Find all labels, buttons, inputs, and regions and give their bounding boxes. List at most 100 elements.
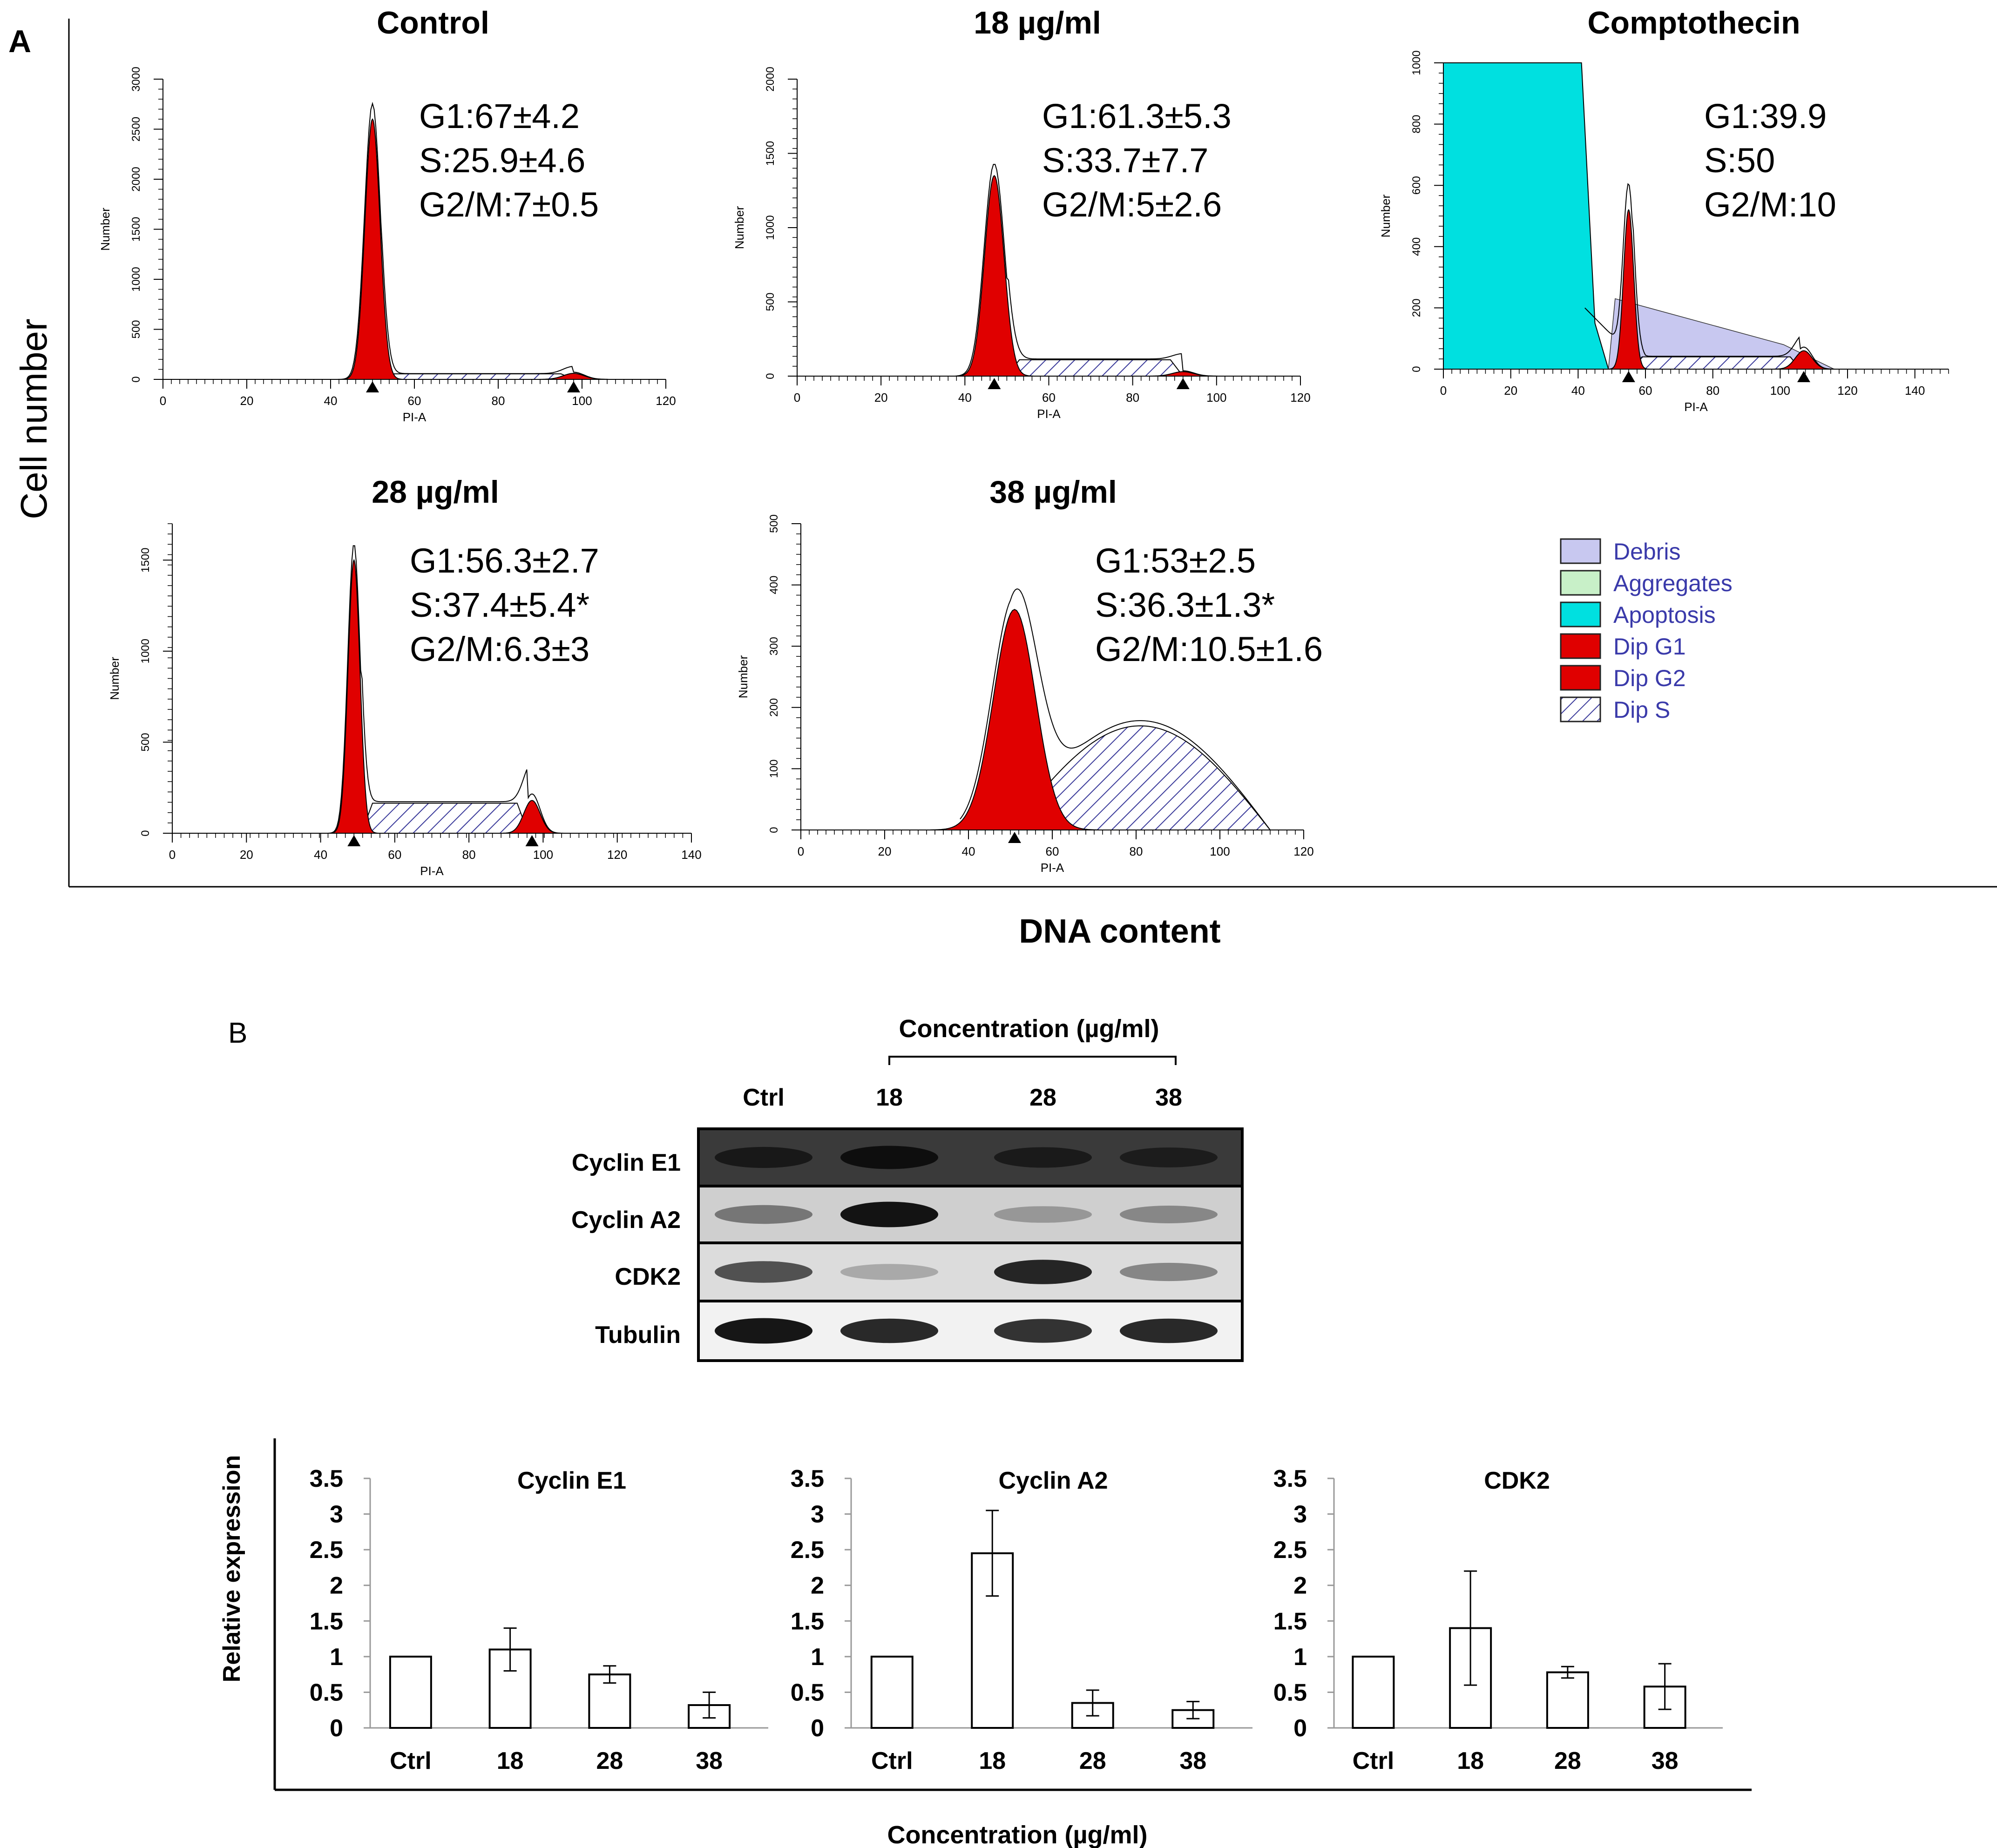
bar-y-tick-label: 3.5 [791, 1465, 824, 1492]
bar-y-tick-label: 3 [1293, 1501, 1307, 1528]
x-tick-label: 40 [958, 391, 972, 405]
bar-category-label: 18 [979, 1747, 1006, 1774]
s-phase-area [360, 803, 529, 834]
bar-category-label: 38 [1652, 1747, 1679, 1774]
bar-ctrl [389, 1655, 432, 1729]
legend-label-apoptosis: Apoptosis [1613, 602, 1716, 628]
x-tick-label: 20 [240, 394, 254, 408]
x-tick-label: 80 [492, 394, 505, 408]
s-phase-area [1006, 359, 1184, 377]
bar-y-tick-label: 0 [1293, 1715, 1307, 1742]
y-tick-label: 0 [130, 376, 142, 382]
bar-y-tick-label: 0.5 [310, 1679, 343, 1706]
bar-category-label: Ctrl [1353, 1747, 1395, 1774]
legend-label-debris: Debris [1613, 539, 1680, 565]
lane-label-28: 28 [1029, 1084, 1056, 1111]
x-tick-label: 80 [1130, 844, 1143, 858]
bar-category-label: 28 [596, 1747, 623, 1774]
raw-outline [1584, 183, 1837, 370]
x-axis-label: PI-A [420, 864, 444, 878]
y-axis-label: Number [736, 655, 750, 698]
y-tick-label: 200 [768, 698, 780, 717]
x-tick-label: 80 [1706, 384, 1719, 398]
blot-band [994, 1319, 1092, 1343]
blot-band [1120, 1262, 1218, 1281]
histogram-comptothecin: 0 20 40 60 80 100 120 140 0 200 400 600 800 1000 PI-A N… [1379, 5, 1949, 414]
x-tick-label: 20 [1504, 384, 1517, 398]
raw-outline [960, 588, 1277, 830]
histogram-title: 38 µg/ml [989, 474, 1117, 510]
raw-outline [313, 545, 569, 834]
x-tick-label: 100 [572, 394, 592, 408]
bar-xlabel: Concentration (µg/ml) [887, 1821, 1147, 1848]
x-tick-label: 60 [1639, 384, 1652, 398]
blot-header: Concentration (µg/ml) [899, 1015, 1159, 1043]
blot-band [840, 1201, 938, 1228]
bar-category-label: Ctrl [871, 1747, 913, 1774]
phase-annotation: G2/M:10.5±1.6 [1095, 630, 1323, 668]
legend-label-aggregates: Aggregates [1613, 570, 1733, 596]
row-label-cdk2: CDK2 [615, 1263, 681, 1290]
x-tick-label: 80 [1126, 391, 1139, 405]
y-tick-label: 800 [1410, 115, 1423, 134]
x-tick-label: 40 [314, 848, 327, 862]
bar-y-tick-label: 1.5 [1273, 1608, 1307, 1635]
g1-peak [1608, 209, 1650, 370]
y-tick-label: 500 [130, 320, 142, 338]
x-tick-label: 40 [962, 844, 975, 858]
x-tick-label: 60 [1042, 391, 1056, 405]
x-tick-label: 0 [798, 844, 804, 858]
histogram-title: 28 µg/ml [372, 474, 499, 510]
phase-annotation: G1:53±2.5 [1095, 541, 1256, 580]
bar-title: Cyclin E1 [517, 1467, 626, 1494]
y-axis-label: Number [732, 206, 746, 249]
lane-label-18: 18 [876, 1084, 903, 1111]
raw-outline [956, 164, 1224, 377]
x-tick-label: 100 [1770, 384, 1790, 398]
histogram-title: Control [377, 5, 489, 40]
bar-y-tick-label: 3.5 [310, 1465, 343, 1492]
y-tick-label: 500 [764, 292, 777, 311]
x-tick-label: 120 [1290, 391, 1310, 405]
bar-title: Cyclin A2 [998, 1467, 1108, 1494]
y-tick-label: 400 [1410, 237, 1423, 256]
peak-marker [347, 835, 361, 846]
blot-header-bracket [888, 1056, 1177, 1065]
blot-band [1120, 1147, 1218, 1167]
bar-category-label: 38 [696, 1747, 723, 1774]
phase-annotation: S:37.4±5.4* [410, 586, 589, 624]
histogram-group: 0 20 40 60 80 100 120050010001500200025003000P… [98, 5, 1949, 878]
y-tick-label: 500 [768, 514, 780, 533]
y-tick-label: 1000 [1410, 50, 1423, 75]
peak-marker [366, 381, 379, 392]
peak-marker [1797, 371, 1810, 382]
bar-y-tick-label: 0 [330, 1715, 343, 1742]
blot-band [1120, 1318, 1218, 1343]
blot-band [715, 1318, 812, 1344]
histogram-control: 0 20 40 60 80 100 120 0 500 1000 1500 2000 2500 3000 P… [98, 5, 676, 424]
blot-band [840, 1146, 938, 1169]
x-tick-label: 20 [878, 844, 892, 858]
peak-marker [1176, 378, 1190, 389]
x-tick-label: 120 [1293, 844, 1313, 858]
y-tick-label: 400 [768, 576, 780, 594]
x-tick-label: 40 [1571, 384, 1585, 398]
phase-annotation: S:36.3±1.3* [1095, 586, 1275, 624]
phase-annotation: S:33.7±7.7 [1042, 141, 1208, 180]
histogram-title: Comptothecin [1587, 5, 1800, 40]
peak-marker [1622, 371, 1635, 382]
x-tick-label: 20 [874, 391, 888, 405]
bar-category-label: 18 [1457, 1747, 1484, 1774]
y-axis-label: Number [108, 657, 122, 700]
legend-swatch-dip-g1 [1560, 633, 1601, 659]
g1-peak [342, 118, 403, 380]
bar-ylabel: Relative expression [218, 1455, 245, 1682]
blot-band [1120, 1206, 1218, 1223]
legend-swatch-apoptosis [1560, 601, 1601, 627]
apoptosis-area [1443, 62, 1609, 370]
x-tick-label: 60 [1046, 844, 1059, 858]
x-tick-label: 120 [1837, 384, 1857, 398]
y-axis-label: Number [1379, 194, 1393, 237]
histogram-title: 18 µg/ml [974, 5, 1101, 40]
legend-swatch-dip-g2 [1560, 665, 1601, 691]
